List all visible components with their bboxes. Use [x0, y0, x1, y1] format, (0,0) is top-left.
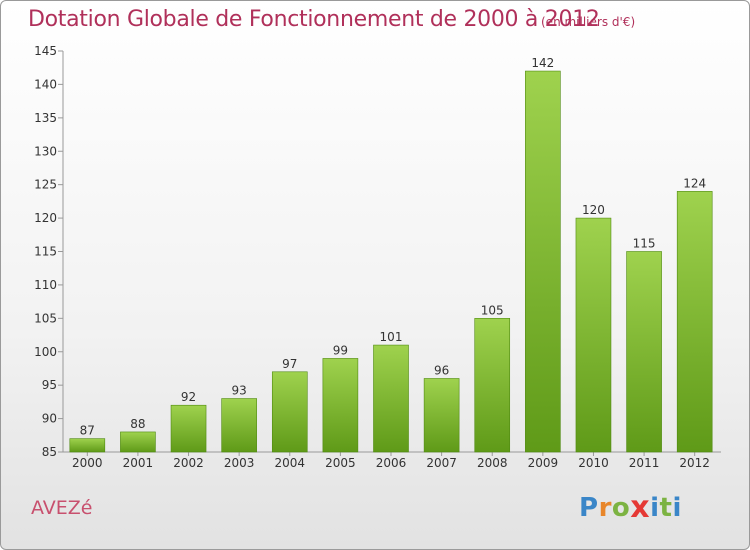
bar-2010	[575, 217, 612, 453]
bar-2004	[271, 371, 308, 453]
y-tick-label: 140	[34, 77, 57, 91]
data-label: 97	[282, 357, 297, 371]
bar-2011	[626, 251, 662, 453]
data-label: 142	[531, 56, 554, 70]
bar-2000	[69, 438, 106, 453]
y-tick-label: 135	[34, 111, 57, 125]
commune-name: AVEZé	[31, 497, 93, 519]
bar-2008	[474, 318, 511, 453]
y-tick-label: 85	[42, 445, 57, 459]
bar-2002	[170, 404, 207, 453]
logo-letter: i	[672, 493, 682, 523]
y-tick-label: 105	[34, 311, 57, 325]
logo-letter: x	[630, 490, 651, 525]
x-tick-label: 2004	[274, 456, 305, 470]
bar-2003	[221, 398, 257, 453]
axes: 85 90 95 100 105 110 115 120 125 130 135 140 145	[34, 44, 721, 459]
bar-2007	[423, 378, 460, 453]
y-tick-label: 90	[42, 412, 57, 426]
data-label: 120	[582, 203, 605, 217]
x-tick-label: 2006	[376, 456, 407, 470]
data-label: 101	[380, 330, 403, 344]
chart-title: Dotation Globale de Fonctionnement de 20…	[28, 7, 600, 32]
logo-letter: P	[579, 493, 599, 523]
y-tick-label: 130	[34, 144, 57, 158]
bar-2006	[373, 344, 409, 453]
x-tick-label: 2012	[679, 456, 710, 470]
data-label: 124	[683, 176, 706, 190]
data-label: 87	[80, 424, 95, 438]
data-label: 92	[181, 390, 196, 404]
data-label: 93	[232, 384, 247, 398]
x-tick-label: 2002	[173, 456, 204, 470]
data-label: 99	[333, 343, 348, 357]
y-tick-label: 95	[42, 378, 57, 392]
bar-2001	[120, 431, 156, 453]
data-label: 88	[130, 417, 145, 431]
logo-letter: t	[659, 493, 673, 523]
bar-2009	[525, 70, 561, 453]
x-tick-label: 2011	[629, 456, 660, 470]
x-tick-label: 2007	[426, 456, 457, 470]
x-tick-label: 2005	[325, 456, 356, 470]
x-tick-label: 2000	[72, 456, 103, 470]
y-tick-label: 145	[34, 44, 57, 58]
bars: 2000 87 2001 88 2002 92 2003 93 2004 97 2005 99 2006…	[69, 56, 713, 470]
y-tick-label: 115	[34, 245, 57, 259]
bar-chart: 85 90 95 100 105 110 115 120 125 130 135 140 145 200…	[34, 44, 721, 470]
data-label: 115	[633, 237, 656, 251]
y-tick-label: 110	[34, 278, 57, 292]
bar-2005	[322, 358, 359, 453]
proxiti-logo: Proxiti	[579, 489, 682, 525]
x-tick-label: 2009	[528, 456, 559, 470]
y-tick-label: 125	[34, 178, 57, 192]
x-tick-label: 2010	[578, 456, 609, 470]
x-tick-label: 2003	[224, 456, 255, 470]
data-label: 105	[481, 303, 504, 317]
y-tick-label: 120	[34, 211, 57, 225]
y-tick-label: 100	[34, 345, 57, 359]
x-tick-label: 2008	[477, 456, 508, 470]
data-label: 96	[434, 363, 449, 377]
logo-letter: r	[598, 493, 612, 523]
logo-letter: o	[611, 493, 631, 523]
unit-note: (en milliers d'€)	[541, 15, 636, 29]
logo-letter: i	[650, 493, 660, 523]
bar-2012	[676, 191, 713, 453]
x-tick-label: 2001	[123, 456, 154, 470]
